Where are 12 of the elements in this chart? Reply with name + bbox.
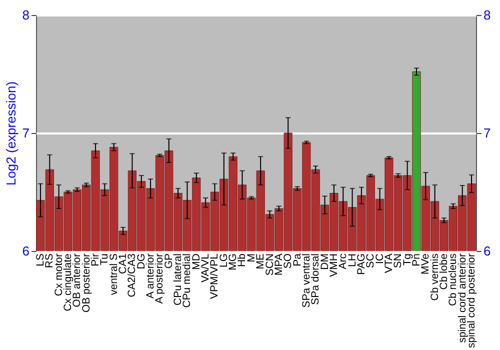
x-tick-label: RS — [44, 254, 56, 268]
y-tick-label: 7 — [22, 126, 30, 140]
y-tick-label: 8 — [22, 8, 30, 22]
y-tick-label: 6 — [22, 244, 30, 258]
x-tick-label: LS — [34, 254, 46, 266]
x-tick-label: MVe — [420, 253, 432, 275]
y2-tick-label: 8 — [484, 8, 491, 22]
x-tick-label: Cb lobe — [438, 253, 450, 290]
x-tick-label: spinal cord posterior — [466, 252, 478, 348]
y-axis-title: Log2 (expression) — [3, 81, 18, 186]
y2-tick-label: 7 — [484, 126, 491, 140]
y2-tick-label: 6 — [484, 244, 491, 258]
